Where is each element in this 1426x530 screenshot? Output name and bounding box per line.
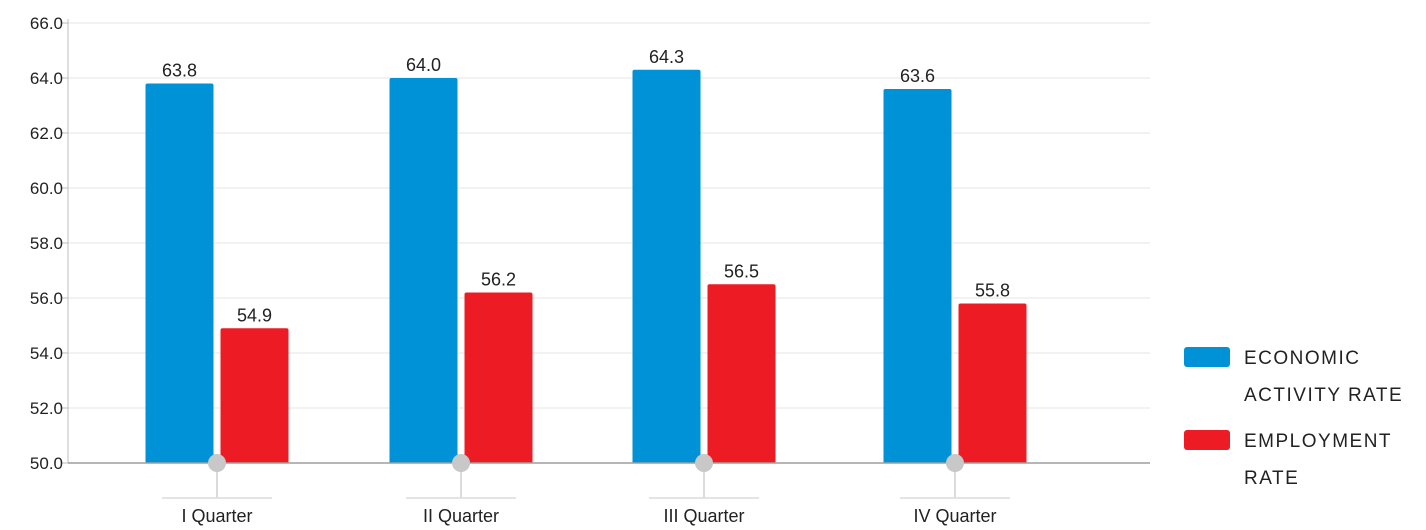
bar-employment-4 (958, 303, 1027, 463)
bar-economic-activity-4 (883, 89, 952, 463)
bar-employment-2 (464, 292, 533, 463)
category-marker (208, 454, 226, 472)
y-tick-label: 64.0 (30, 69, 63, 88)
legend-swatch-1 (1184, 347, 1230, 367)
y-tick-label: 52.0 (30, 399, 63, 418)
legend-label: ECONOMIC (1244, 348, 1361, 369)
y-tick-label: 50.0 (30, 454, 63, 473)
bar-employment-3 (707, 284, 776, 463)
bar-economic-activity-2 (389, 78, 458, 463)
y-tick-label: 60.0 (30, 179, 63, 198)
bar-economic-activity-1 (145, 83, 214, 463)
legend-swatch-2 (1184, 430, 1230, 450)
data-label: 54.9 (237, 305, 272, 325)
y-tick-label: 66.0 (30, 14, 63, 33)
data-label: 64.3 (649, 47, 684, 67)
y-tick-label: 62.0 (30, 124, 63, 143)
x-tick-label: I Quarter (181, 506, 252, 526)
data-label: 64.0 (406, 55, 441, 75)
x-tick-label: IV Quarter (913, 506, 996, 526)
data-label: 63.6 (900, 66, 935, 86)
x-tick-label: II Quarter (423, 506, 499, 526)
bar-economic-activity-3 (632, 69, 701, 463)
legend-label: EMPLOYMENT (1244, 431, 1392, 452)
x-tick-label: III Quarter (663, 506, 744, 526)
legend-label: ACTIVITY RATE (1244, 385, 1403, 406)
data-label: 56.2 (481, 270, 516, 290)
category-marker (695, 454, 713, 472)
data-label: 55.8 (975, 281, 1010, 301)
legend-label: RATE (1244, 468, 1299, 489)
data-label: 63.8 (162, 61, 197, 81)
category-marker (452, 454, 470, 472)
bar-employment-1 (220, 328, 289, 463)
y-tick-label: 54.0 (30, 344, 63, 363)
y-tick-label: 58.0 (30, 234, 63, 253)
data-label: 56.5 (724, 261, 759, 281)
category-marker (946, 454, 964, 472)
y-tick-label: 56.0 (30, 289, 63, 308)
